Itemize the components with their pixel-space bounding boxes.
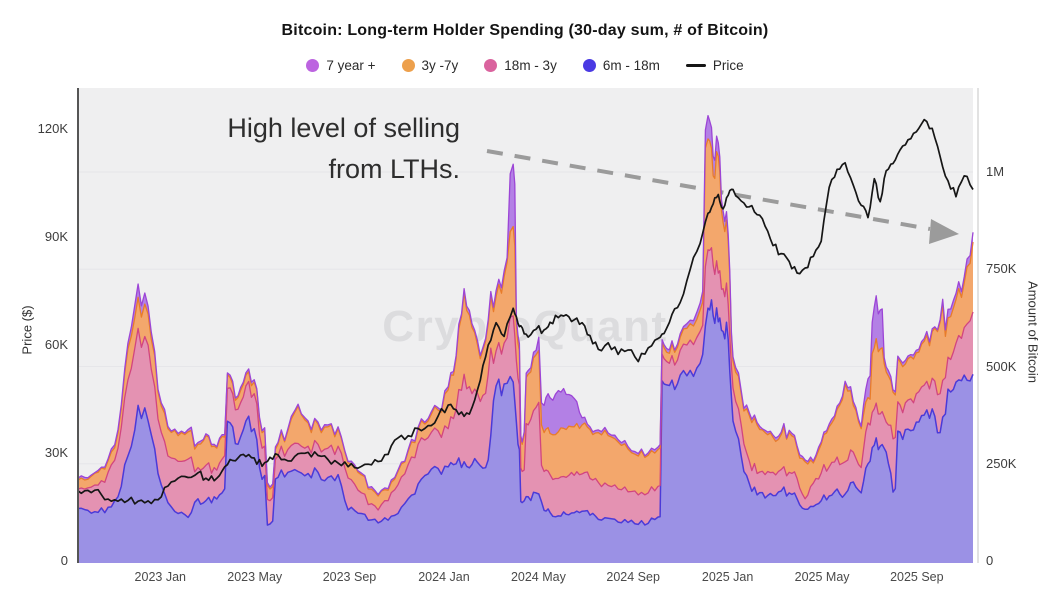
x-tick-label: 2025 May <box>794 570 850 584</box>
x-tick-label: 2025 Jan <box>701 570 754 584</box>
x-tick-label: 2023 Jan <box>134 570 186 584</box>
chart-annotation: High level of selling from LTHs. <box>227 108 460 190</box>
y-left-tick-label: 120K <box>37 121 68 136</box>
legend-dot-marker <box>484 59 498 72</box>
legend-dot-marker <box>306 59 320 72</box>
annotation-line-2: from LTHs. <box>328 154 460 184</box>
x-tick-label: 2024 Jan <box>418 570 470 584</box>
y-right-tick-label: 500K <box>986 358 1017 374</box>
legend-item-3y-7y[interactable]: 3y -7y <box>401 58 459 73</box>
legend-label: 6m - 18m <box>602 58 660 73</box>
legend-item-18m-3y[interactable]: 18m - 3y <box>484 58 557 73</box>
x-tick-label: 2024 Sep <box>606 570 660 584</box>
area-18m-3y-outline <box>77 247 974 511</box>
price-line <box>77 118 974 505</box>
x-tick-label: 2025 Sep <box>890 570 944 584</box>
area-6m-18m <box>78 299 973 563</box>
legend-line-marker <box>685 64 706 67</box>
annotation-line-1: High level of selling <box>227 113 460 143</box>
x-tick-label: 2023 Sep <box>322 570 377 584</box>
annotation-arrow-head <box>929 219 959 244</box>
x-tick-label: 2023 May <box>227 570 283 584</box>
legend-dot-marker <box>582 59 596 72</box>
y-right-tick-label: 0 <box>986 553 994 568</box>
legend-label: 3y -7y <box>421 58 459 73</box>
area-6m-18m-outline <box>77 299 974 526</box>
watermark: CryptoQuant <box>382 302 667 351</box>
x-tick-label: 2024 May <box>510 570 566 584</box>
y-left-tick-label: 30K <box>44 445 68 460</box>
area-7y-plus-outline <box>77 114 974 496</box>
legend-item-6m-18m[interactable]: 6m - 18m <box>582 58 660 73</box>
y-right-tick-label: 250K <box>986 455 1017 471</box>
legend-label: 7 year + <box>326 58 376 73</box>
legend: 7 year + 3y -7y 18m - 3y 6m - 18m Price <box>0 58 1050 73</box>
area-18m-3y <box>78 247 973 526</box>
y-left-tick-label: 60K <box>44 337 68 352</box>
chart-title: Bitcoin: Long-term Holder Spending (30-d… <box>281 22 769 39</box>
legend-label: 18m - 3y <box>504 58 557 73</box>
y-right-tick-label: 1M <box>986 164 1005 179</box>
legend-dot-marker <box>401 59 415 72</box>
y-left-tick-label: 0 <box>60 553 68 568</box>
legend-item-7-year-[interactable]: 7 year + <box>306 58 376 73</box>
legend-label: Price <box>712 58 744 73</box>
y-right-tick-label: 750K <box>986 261 1017 277</box>
legend-item-price[interactable]: Price <box>685 58 744 73</box>
y-left-tick-label: 90K <box>44 229 68 244</box>
